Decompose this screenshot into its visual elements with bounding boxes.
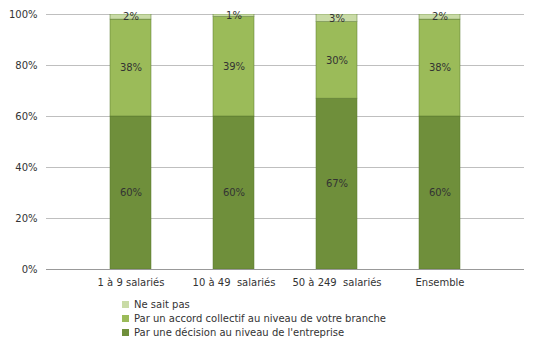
html-text:Ne sait pas: Ne sait pas (134, 298, 190, 310)
svg-text:2%: 2% (123, 11, 139, 22)
svg-text:38%: 38% (429, 62, 451, 73)
svg-text:10 à 49 salariés: 10 à 49 salariés (193, 277, 276, 288)
svg-text:38%: 38% (120, 62, 142, 73)
svg-text:50 à 249 salariés: 50 à 249 salariés (292, 277, 381, 288)
svg-text:3%: 3% (329, 13, 345, 24)
svg-text:1 à 9 salariés: 1 à 9 salariés (98, 277, 165, 288)
svg-text:60%: 60% (15, 111, 37, 122)
svg-text:30%: 30% (326, 55, 348, 66)
svg-text:2%: 2% (432, 11, 448, 22)
svg-text:1%: 1% (226, 10, 242, 21)
svg-text:0%: 0% (22, 264, 38, 275)
svg-text:60%: 60% (429, 187, 451, 198)
svg-text:60%: 60% (120, 187, 142, 198)
svg-text:39%: 39% (223, 61, 245, 72)
svg-text:40%: 40% (15, 162, 37, 173)
svg-text:20%: 20% (15, 213, 37, 224)
svg-text:67%: 67% (326, 178, 348, 189)
html-text:Par une décision au niveau de: Par une décision au niveau de l'entrepri… (134, 326, 345, 338)
svg-text:60%: 60% (223, 187, 245, 198)
svg-text:80%: 80% (15, 60, 37, 71)
html-text:Par un accord collectif au niv: Par un accord collectif au niveau de vot… (134, 312, 386, 324)
svg-text:Ensemble: Ensemble (415, 277, 464, 288)
svg-text:100%: 100% (9, 9, 38, 20)
